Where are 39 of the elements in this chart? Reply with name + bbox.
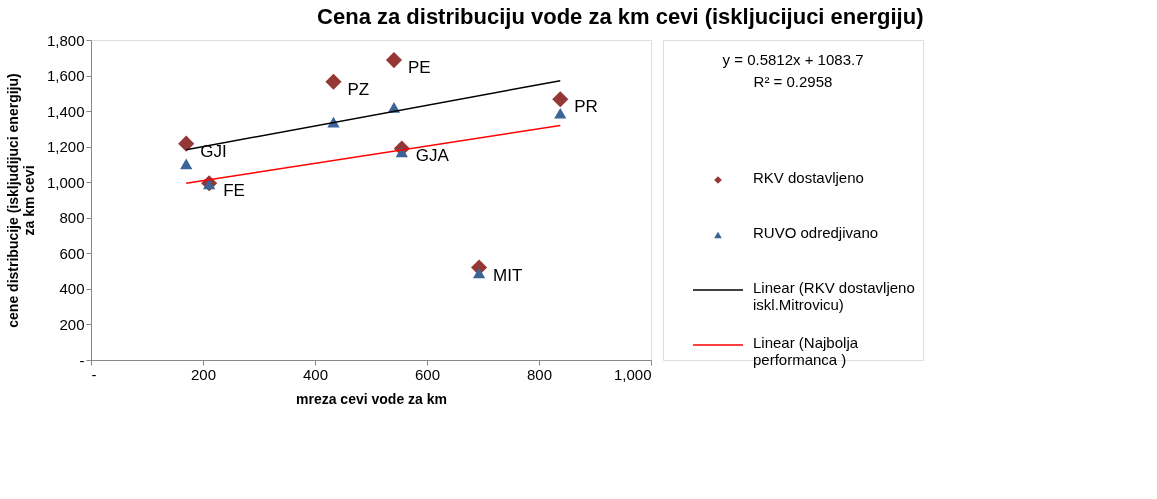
y-tick-label: 600 xyxy=(59,244,85,262)
annotation: PR xyxy=(574,97,598,117)
y-tick-label: 800 xyxy=(59,209,85,227)
x-tick-label: 800 xyxy=(526,365,553,383)
annotation: MIT xyxy=(493,265,523,285)
x-tick-label: 400 xyxy=(302,365,329,383)
point xyxy=(325,73,342,90)
legend-label: RUVO odredjivano xyxy=(753,224,879,241)
annotation: FE xyxy=(223,181,245,201)
x-tick-label: 200 xyxy=(190,365,217,383)
x-axis-title: mreza cevi vode za km xyxy=(296,390,447,407)
y-tick-label: - xyxy=(79,351,85,369)
y-tick-label: 1,400 xyxy=(46,102,85,120)
y-tick-label: 1,200 xyxy=(46,138,85,156)
annotation: GJI xyxy=(200,141,227,161)
y-axis-title: cene distribucije (iskljudijuci energiju) za km cevi xyxy=(4,73,37,328)
y-tick-label: 400 xyxy=(59,280,85,298)
point xyxy=(385,52,403,69)
y-tick-label: 1,000 xyxy=(46,173,85,191)
x-tick-label: - xyxy=(91,365,97,383)
y-tick-label: 200 xyxy=(59,315,85,333)
text: R² = 0.2958 xyxy=(753,73,833,90)
y-tick-label: 1,600 xyxy=(46,67,85,85)
annotation: PE xyxy=(407,58,431,78)
text: y = 0.5812x + 1083.7 xyxy=(722,51,864,68)
point xyxy=(472,267,486,279)
legend-label: Linear (RKV dostavljeno iskl.Mitrovicu) xyxy=(753,279,915,313)
point xyxy=(178,135,195,152)
legend-label: RKV dostavljeno xyxy=(753,169,864,186)
chart-title: Cena za distribuciju vode za km cevi (iskljucijuci energiju) xyxy=(317,3,924,29)
annotation: GJA xyxy=(415,146,450,166)
point xyxy=(552,91,569,108)
legend-label: Linear (Najbolja performanca ) xyxy=(753,334,859,368)
annotation: PZ xyxy=(347,79,370,99)
point xyxy=(180,158,193,170)
x-tick-label: 1,000 xyxy=(613,365,652,383)
point xyxy=(554,107,567,119)
x-tick-label: 600 xyxy=(414,365,441,383)
y-tick-label: 1,800 xyxy=(46,31,85,49)
